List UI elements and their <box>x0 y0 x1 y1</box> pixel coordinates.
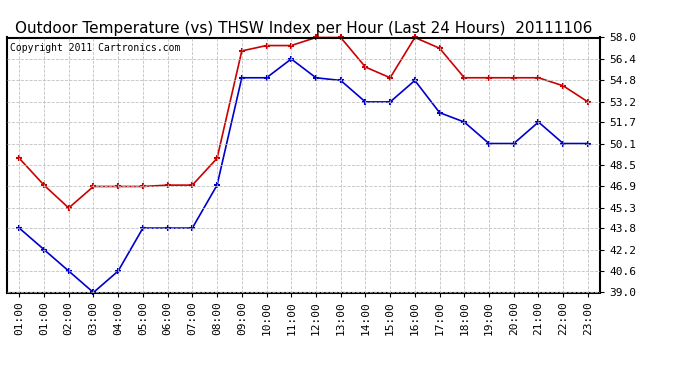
Text: Copyright 2011 Cartronics.com: Copyright 2011 Cartronics.com <box>10 43 180 52</box>
Title: Outdoor Temperature (vs) THSW Index per Hour (Last 24 Hours)  20111106: Outdoor Temperature (vs) THSW Index per … <box>15 21 592 36</box>
